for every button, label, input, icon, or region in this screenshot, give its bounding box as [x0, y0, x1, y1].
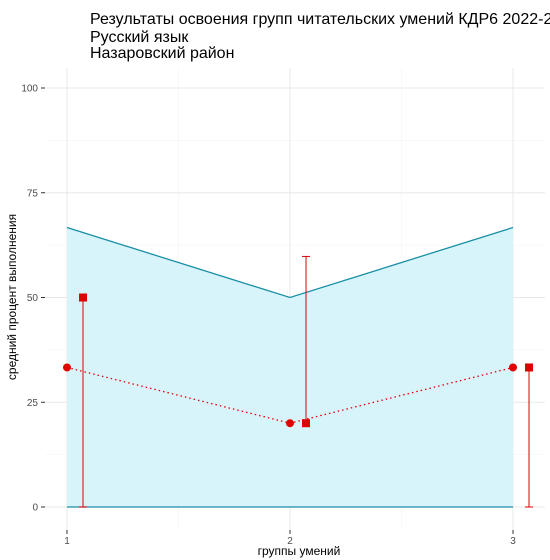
x-axis-title: группы умений: [258, 544, 341, 558]
y-tick-label: 100: [21, 84, 38, 95]
square-series-point: [525, 363, 533, 372]
axes: 0 25 50 75 100 1 2 3: [21, 84, 516, 548]
y-tick-label: 75: [27, 188, 39, 199]
chart-title-line-2: Русский язык: [90, 29, 189, 46]
band-fill: [67, 227, 513, 508]
chart-title-line-3: Назаровский район: [90, 45, 234, 62]
dotted-series-point: [63, 363, 71, 372]
x-tick-label: 3: [510, 536, 516, 547]
area-band: [66, 226, 514, 508]
y-axis-title: средний процент выполнения: [5, 214, 19, 380]
square-series-point: [302, 419, 310, 428]
y-tick-label: 50: [27, 293, 39, 304]
chart-title-line-1: Результаты освоения групп читательских у…: [90, 11, 550, 28]
dotted-series-point: [286, 419, 294, 428]
dotted-series-point: [509, 363, 517, 372]
y-tick-label: 0: [32, 503, 38, 514]
x-tick-label: 2: [287, 536, 293, 547]
band-upper-line: [66, 226, 514, 299]
x-tick-label: 1: [64, 536, 70, 547]
y-tick-label: 25: [27, 398, 39, 409]
square-series-point: [79, 293, 87, 302]
series-layer: [63, 255, 533, 508]
